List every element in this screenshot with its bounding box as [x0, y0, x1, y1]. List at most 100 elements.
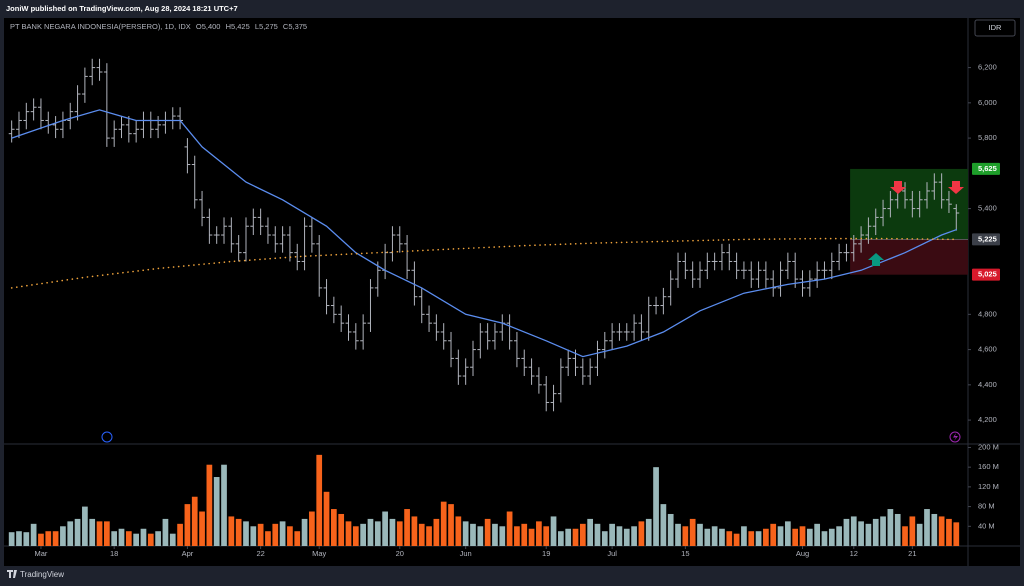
price-label-box — [972, 162, 1000, 175]
x-tick-label: Jun — [460, 549, 472, 558]
volume-bar — [440, 501, 447, 546]
volume-bar — [16, 531, 22, 546]
volume-bar — [682, 526, 689, 546]
volume-bar — [133, 533, 140, 546]
volume-bar — [741, 526, 747, 546]
event-marker[interactable] — [949, 431, 961, 443]
volume-bar — [367, 518, 374, 546]
volume-bar — [250, 526, 257, 546]
volume-bar — [484, 518, 491, 546]
volume-bar — [543, 526, 550, 546]
volume-bar — [902, 526, 908, 546]
y-tick-label: 200 M — [978, 442, 999, 451]
volume-bar — [785, 521, 791, 546]
volume-bar — [850, 516, 857, 546]
volume-bar — [104, 521, 110, 546]
volume-bar — [455, 516, 462, 546]
price-label-box — [972, 268, 1000, 281]
volume-bar — [38, 533, 44, 546]
volume-bar — [880, 516, 886, 546]
volume-bar — [492, 523, 498, 546]
volume-bar — [667, 513, 674, 546]
volume-bar — [279, 521, 286, 546]
volume-bar — [23, 532, 30, 546]
price-label: 5,625 — [978, 164, 997, 173]
volume-bar — [953, 522, 960, 546]
indicator-line — [11, 109, 957, 358]
volume-bar — [147, 533, 154, 546]
volume-bar — [711, 526, 718, 546]
volume-bar — [806, 528, 813, 546]
indicator-line — [10, 237, 958, 289]
volume-bar — [755, 531, 762, 546]
ohlc-value: 5,275 — [259, 22, 278, 31]
volume-bar — [521, 523, 528, 546]
y-tick-label: 6,000 — [978, 98, 997, 107]
volume-bar — [338, 513, 345, 546]
volume-bar — [184, 504, 191, 546]
volume-bar — [301, 518, 308, 546]
volume-bar — [82, 506, 88, 546]
currency[interactable]: IDR — [989, 23, 1003, 32]
volume-bar — [118, 528, 125, 546]
y-tick-label: 5,400 — [978, 204, 997, 213]
volume-bar — [294, 531, 301, 546]
volume-bar — [265, 531, 271, 546]
symbol: PT BANK NEGARA INDONESIA(PERSERO), 1D, I… — [10, 22, 191, 31]
y-tick-label: 4,400 — [978, 380, 997, 389]
x-tick-label: Apr — [182, 549, 194, 558]
volume-bar — [213, 477, 220, 546]
volume-bar — [8, 532, 15, 546]
volume-bar — [477, 526, 484, 546]
volume-bar — [404, 509, 410, 546]
volume-bar — [587, 518, 594, 546]
x-tick-label: 18 — [110, 549, 118, 558]
volume-bar — [30, 523, 37, 546]
target-zone — [850, 168, 968, 240]
volume-bar — [111, 531, 118, 546]
volume-bar — [836, 526, 842, 546]
volume-bar — [177, 523, 183, 546]
volume-bar — [653, 467, 659, 546]
volume-bar — [748, 531, 755, 546]
price-label-box — [972, 233, 1000, 246]
volume-bar — [506, 511, 513, 546]
volume-bar — [418, 523, 425, 546]
volume-bar — [235, 518, 242, 546]
dividend-marker[interactable] — [101, 431, 113, 443]
ohlc-value: 5,425 — [231, 22, 250, 31]
volume-bar — [470, 523, 476, 546]
volume-bar — [579, 523, 586, 546]
x-tick-label: May — [312, 549, 326, 558]
volume-bar — [909, 516, 916, 546]
volume-bar — [411, 516, 418, 546]
volume-bar — [345, 521, 352, 546]
volume-bar — [191, 496, 198, 546]
publisher: JoniW published on TradingView.com, Aug … — [6, 4, 238, 13]
volume-bar — [389, 518, 396, 546]
buy-arrow — [868, 253, 884, 266]
volume-bar — [206, 464, 213, 546]
volume-bar — [536, 521, 542, 546]
volume-bar — [514, 526, 520, 546]
footer: TradingView — [20, 570, 64, 579]
volume-bar — [316, 454, 323, 546]
y-tick-label: 4,800 — [978, 309, 997, 318]
volume-bar — [287, 526, 293, 546]
volume-bar — [938, 516, 945, 546]
y-tick-label: 160 M — [978, 462, 999, 471]
volume-bar — [814, 523, 821, 546]
volume-bar — [162, 518, 169, 546]
volume-bar — [396, 521, 403, 546]
volume-bar — [572, 528, 579, 546]
volume-bar — [257, 523, 264, 546]
currency-button[interactable] — [974, 19, 1016, 37]
stop-zone — [850, 239, 968, 275]
volume-bar — [631, 526, 637, 546]
volume-bar — [309, 511, 315, 546]
volume-bar — [931, 513, 938, 546]
volume-bar — [550, 516, 557, 546]
volume-bar — [660, 504, 667, 546]
x-tick-label: Jul — [607, 549, 617, 558]
volume-bar — [243, 521, 249, 546]
